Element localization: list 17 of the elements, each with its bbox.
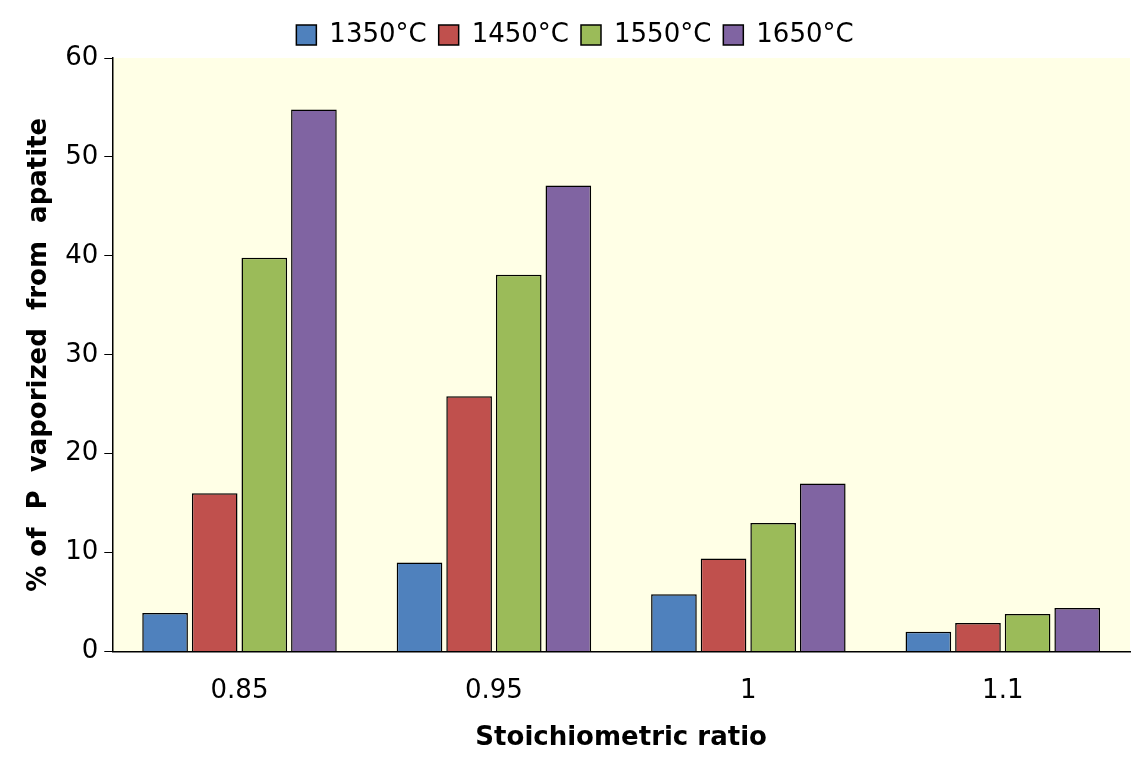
legend-label: 1350°C xyxy=(329,17,427,48)
legend-label: 1450°C xyxy=(471,17,570,48)
y-tick-label: 40 xyxy=(65,238,99,269)
x-axis-title: Stoichiometric ratio xyxy=(475,721,767,752)
y-tick-label: 0 xyxy=(81,634,99,665)
y-axis-title: % of P vaporized from apatite xyxy=(22,117,53,592)
x-tick-label: 1 xyxy=(740,673,757,704)
x-tick-label: 0.95 xyxy=(464,673,523,704)
y-tick-label: 20 xyxy=(65,436,99,467)
legend-label: 1650°C xyxy=(756,17,854,48)
x-tick-label: 1.1 xyxy=(982,673,1024,704)
x-tick-label: 0.85 xyxy=(210,673,269,704)
legend-label: 1550°C xyxy=(614,17,712,48)
y-tick-label: 30 xyxy=(65,337,99,368)
y-tick-label: 10 xyxy=(65,535,99,566)
y-tick-label: 60 xyxy=(65,40,99,71)
y-tick-label: 50 xyxy=(65,139,99,170)
